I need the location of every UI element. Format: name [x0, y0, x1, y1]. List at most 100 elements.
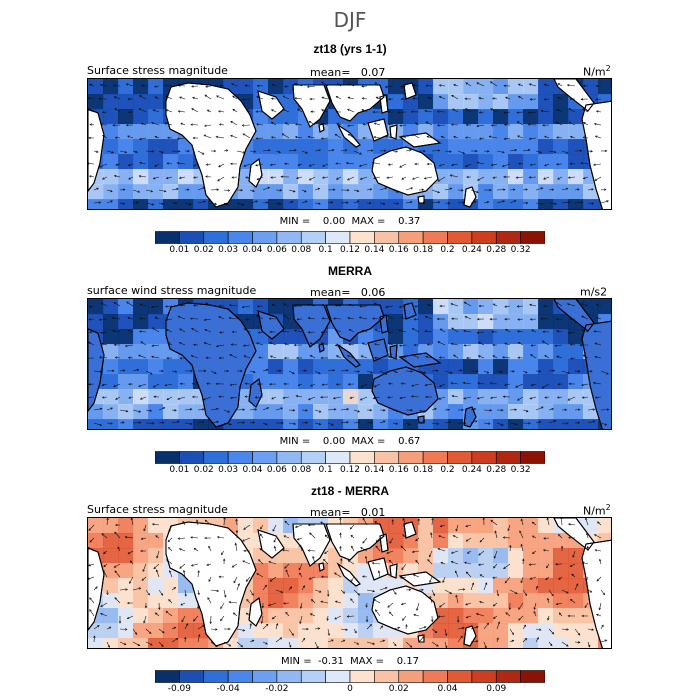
- colorbar-swatch: [374, 231, 400, 244]
- colorbar-tick-label: 0.03: [218, 245, 239, 255]
- colorbar-swatch: [252, 451, 278, 464]
- colorbar-swatch: [447, 670, 473, 683]
- colorbar-swatch: [349, 670, 375, 683]
- colorbar-swatch: [374, 670, 400, 683]
- panel-variable-label: Surface stress magnitude: [87, 64, 228, 77]
- colorbar-swatch: [447, 451, 473, 464]
- colorbar-tick-label: 0.06: [266, 465, 287, 475]
- min-max-readout: MIN = -0.31 MAX = 0.17: [280, 656, 420, 667]
- wind-vectors: [88, 81, 609, 206]
- panel-mean-label: mean= 0.07: [310, 66, 386, 79]
- colorbar-tick-label: 0.32: [510, 465, 531, 475]
- colorbar-tick-label: 0.02: [388, 684, 409, 694]
- colorbar-swatch: [422, 451, 448, 464]
- map-panel-obs: [87, 298, 612, 430]
- colorbar-diff: [155, 670, 545, 683]
- wind-vectors: [88, 301, 610, 427]
- panel-variable-label: Surface stress magnitude: [87, 503, 228, 516]
- colorbar-tick-label: 0.24: [461, 245, 482, 255]
- colorbar-swatch: [349, 231, 375, 244]
- colorbar-swatch: [349, 451, 375, 464]
- panel-title-model: zt18 (yrs 1-1): [313, 42, 387, 56]
- coastlines: [88, 518, 611, 648]
- colorbar-swatch: [422, 231, 448, 244]
- colorbar-swatch: [471, 670, 497, 683]
- colorbar-swatch: [227, 670, 253, 683]
- colorbar-swatch: [422, 670, 448, 683]
- colorbar-swatch: [325, 231, 351, 244]
- colorbar-tick-label: 0.03: [218, 465, 239, 475]
- panel-units: m/s2: [580, 285, 608, 299]
- colorbar-tick-label: 0.08: [291, 245, 312, 255]
- panel-title-obs: MERRA: [328, 264, 372, 278]
- land-masses: [88, 79, 611, 209]
- season-title: DJF: [333, 8, 367, 32]
- colorbar-swatch: [325, 670, 351, 683]
- colorbar-tick-label: -0.04: [216, 684, 240, 694]
- colorbar-tick-label: 0.14: [364, 245, 385, 255]
- colorbar-swatch: [203, 670, 229, 683]
- colorbar-tick-label: 0.16: [388, 245, 409, 255]
- colorbar-tick-label: 0.02: [193, 465, 214, 475]
- colorbar-swatch: [300, 231, 326, 244]
- panel-title-diff: zt18 - MERRA: [310, 484, 389, 498]
- colorbar-tick-label: 0.16: [388, 465, 409, 475]
- land-masses: [88, 518, 611, 648]
- colorbar-tick-label: 0.09: [486, 684, 507, 694]
- colorbar-swatch: [155, 670, 180, 683]
- colorbar-swatch: [203, 231, 229, 244]
- colorbar-swatch: [495, 231, 521, 244]
- colorbar-swatch: [471, 231, 497, 244]
- colorbar-swatch: [227, 231, 253, 244]
- map-panel-model: [87, 78, 612, 210]
- colorbar-swatch: [227, 451, 253, 464]
- colorbar-tick-label: 0: [347, 684, 353, 694]
- colorbar-tick-label: 0.1: [318, 465, 333, 475]
- colorbar-ticks-obs: 0.01 0.02 0.03 0.04 0.06 0.08 0.1 0.12 0.14 0.16 0…: [155, 465, 545, 477]
- colorbar-swatch: [179, 231, 205, 244]
- colorbar-swatch: [325, 451, 351, 464]
- colorbar-tick-label: 0.28: [486, 245, 507, 255]
- colorbar-tick-label: 0.08: [291, 465, 312, 475]
- colorbar-tick-label: 0.02: [193, 245, 214, 255]
- colorbar-tick-label: 0.32: [510, 245, 531, 255]
- colorbar-obs: [155, 451, 545, 464]
- colorbar-swatch: [447, 231, 473, 244]
- colorbar-tick-label: 0.04: [242, 245, 263, 255]
- colorbar-swatch: [276, 670, 302, 683]
- colorbar-tick-label: -0.09: [167, 684, 192, 694]
- colorbar-tick-label: 0.18: [413, 245, 434, 255]
- coastlines: [88, 79, 611, 209]
- colorbar-swatch: [300, 451, 326, 464]
- colorbar-ticks-diff: -0.09 -0.04 -0.02 0 0.02 0.04 0.09: [155, 684, 545, 696]
- colorbar-tick-label: -0.02: [265, 684, 289, 694]
- colorbar-tick-label: 0.18: [413, 465, 434, 475]
- colorbar-swatch: [203, 451, 229, 464]
- colorbar-swatch: [252, 231, 278, 244]
- panel-mean-label: mean= 0.01: [310, 506, 386, 519]
- colorbar-swatch: [155, 451, 180, 464]
- colorbar-tick-label: 0.14: [364, 465, 385, 475]
- colorbar-swatch: [179, 451, 205, 464]
- colorbar-swatch: [300, 670, 326, 683]
- colorbar-swatch: [495, 451, 521, 464]
- colorbar-swatch: [276, 231, 302, 244]
- colorbar-tick-label: 0.2: [440, 245, 455, 255]
- colorbar-tick-label: 0.04: [242, 465, 263, 475]
- colorbar-swatch: [495, 670, 521, 683]
- colorbar-swatch: [252, 670, 278, 683]
- panel-units: N/m2: [583, 64, 611, 79]
- colorbar-tick-label: 0.04: [437, 684, 458, 694]
- map-panel-diff: [87, 517, 612, 649]
- colorbar-tick-label: 0.06: [266, 245, 287, 255]
- colorbar-tick-label: 0.28: [486, 465, 507, 475]
- colorbar-ticks-model: 0.01 0.02 0.03 0.04 0.06 0.08 0.1 0.12 0.14 0.16 0…: [155, 245, 545, 257]
- colorbar-tick-label: 0.12: [339, 465, 361, 475]
- colorbar-tick-label: 0.24: [461, 465, 482, 475]
- colorbar-tick-label: 0.2: [440, 465, 455, 475]
- colorbar-swatch: [471, 451, 497, 464]
- colorbar-swatch: [276, 451, 302, 464]
- colorbar-swatch: [179, 670, 205, 683]
- colorbar-model: [155, 231, 545, 244]
- colorbar-swatch: [398, 231, 424, 244]
